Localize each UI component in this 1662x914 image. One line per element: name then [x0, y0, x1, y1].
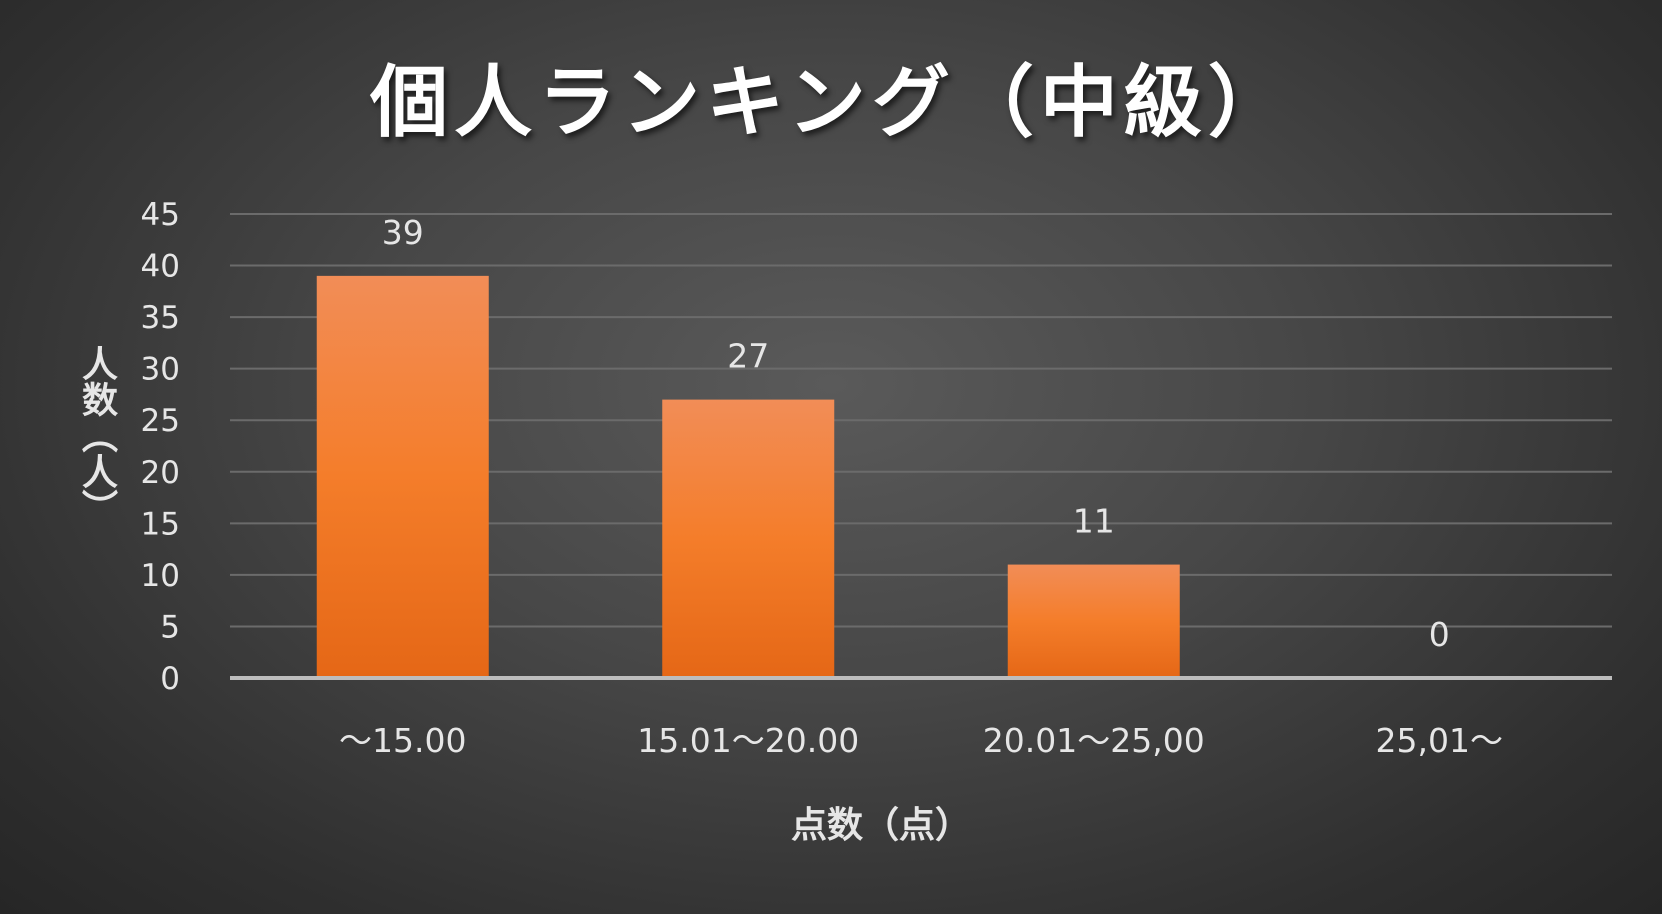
y-axis-title: 人数（人）: [76, 345, 117, 525]
y-tick-label: 15: [141, 506, 180, 542]
x-tick-label: ～15.00: [339, 721, 466, 760]
x-tick-labels: ～15.00 15.01～20.00 20.01～25,00 25,01～: [339, 721, 1503, 760]
data-label: 39: [382, 213, 424, 252]
y-tick-label: 20: [141, 455, 180, 491]
x-tick-label: 15.01～20.00: [637, 721, 859, 760]
data-labels: 39 27 11 0: [382, 213, 1450, 654]
x-axis-title: 点数（点）: [790, 805, 971, 846]
y-tick-label: 5: [160, 609, 180, 645]
y-tick-label: 25: [141, 403, 180, 439]
bar: [1007, 564, 1180, 678]
y-tick-label: 0: [160, 661, 180, 697]
y-tick-labels: 0 5 10 15 20 25 30 35 40 45: [141, 197, 180, 697]
y-tick-label: 35: [141, 300, 180, 336]
data-label: 11: [1073, 502, 1115, 541]
y-tick-label: 40: [141, 249, 180, 285]
data-label: 27: [727, 337, 769, 376]
x-tick-label: 20.01～25,00: [983, 721, 1205, 760]
bar: [316, 275, 489, 678]
y-tick-label: 30: [141, 352, 180, 388]
chart-title: 個人ランキング（中級）: [370, 58, 1292, 148]
y-tick-label: 10: [141, 558, 180, 594]
y-tick-label: 45: [141, 197, 180, 233]
bar: [662, 399, 835, 678]
bars: [316, 275, 1180, 678]
x-tick-label: 25,01～: [1376, 721, 1503, 760]
data-label: 0: [1429, 615, 1450, 654]
